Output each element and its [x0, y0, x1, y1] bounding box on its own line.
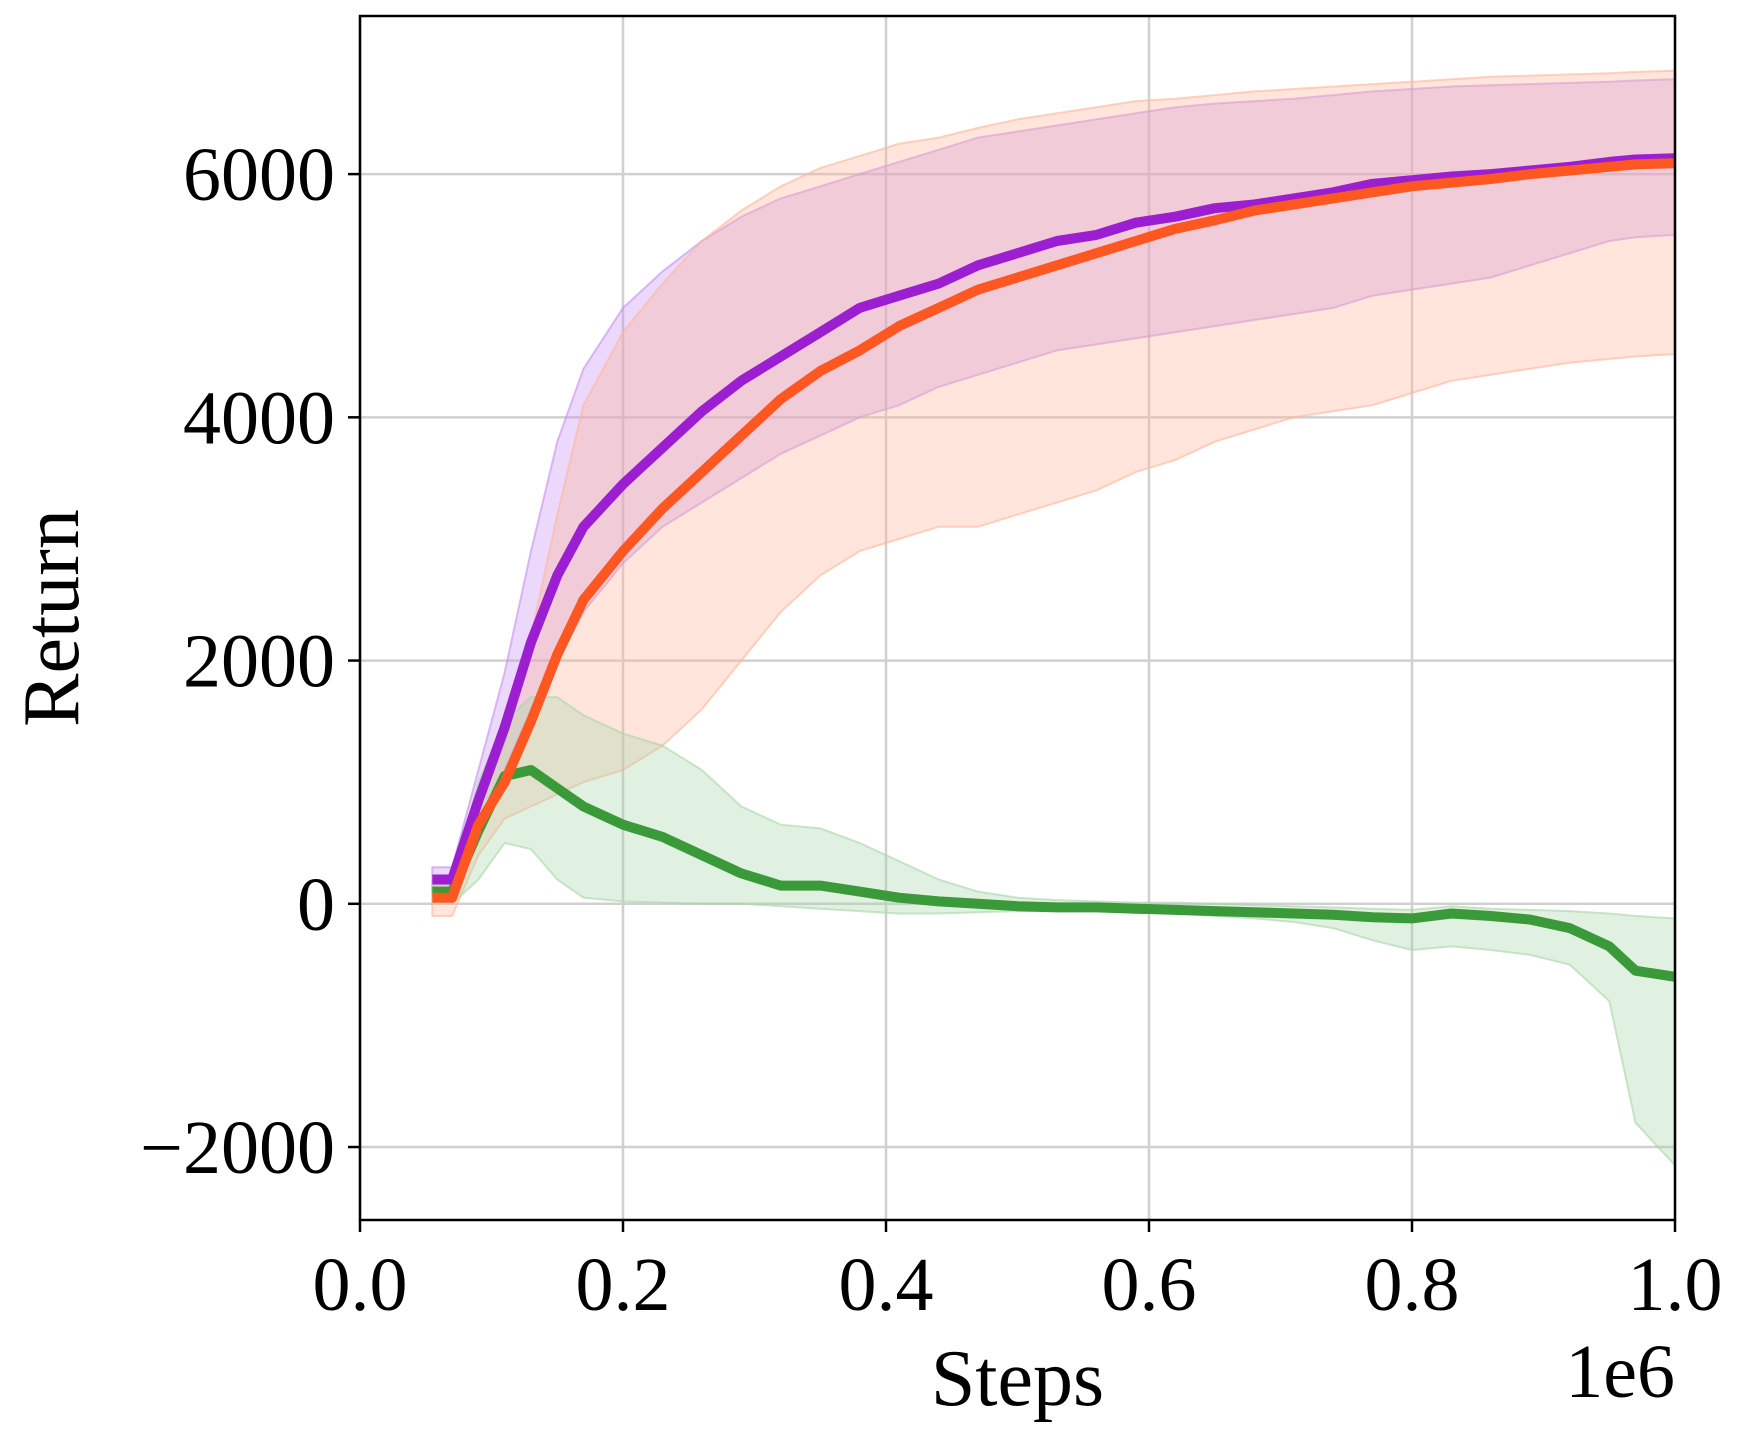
y-tick-label: 4000 [183, 376, 335, 460]
y-axis-label: Return [8, 509, 96, 727]
x-tick-label: 0.6 [1102, 1243, 1197, 1327]
x-axis-offset-label: 1e6 [1565, 1330, 1675, 1414]
y-tick-label: 6000 [183, 133, 335, 217]
y-tick-label: 2000 [183, 620, 335, 704]
x-tick-label: 0.2 [576, 1243, 671, 1327]
series-line-1 [432, 158, 1676, 903]
x-tick-label: 0.0 [313, 1243, 408, 1327]
series-line-2 [432, 765, 1676, 982]
y-axis-ticks: −2000 0 2000 4000 6000 [140, 133, 360, 1190]
y-tick-label: 0 [297, 863, 335, 947]
series-line-0 [432, 153, 1676, 885]
y-tick-label: −2000 [140, 1106, 335, 1190]
confidence-bands [431, 69, 1676, 1168]
x-axis-label: Steps [931, 1335, 1104, 1423]
series-band-2 [431, 696, 1676, 1168]
series-lines [432, 153, 1676, 982]
x-tick-label: 1.0 [1628, 1243, 1723, 1327]
x-axis-ticks: 0.0 0.2 0.4 0.6 0.8 1.0 [313, 1220, 1723, 1327]
x-tick-label: 0.8 [1365, 1243, 1460, 1327]
plot-frame [358, 14, 1677, 1222]
x-tick-label: 0.4 [839, 1243, 934, 1327]
